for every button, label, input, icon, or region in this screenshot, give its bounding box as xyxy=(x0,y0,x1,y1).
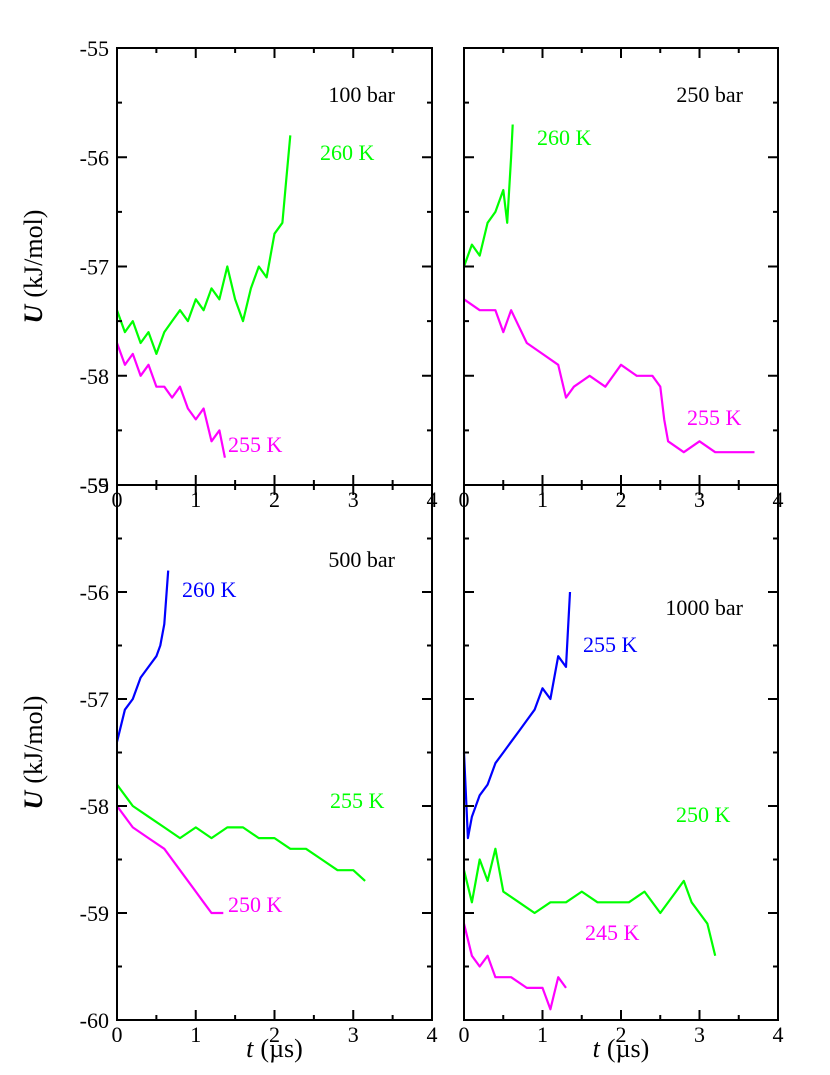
x-tick-label: 2 xyxy=(269,487,280,512)
y-axis-symbol: U xyxy=(19,789,48,809)
series-label: 245 K xyxy=(585,920,640,945)
x-axis-label: t (µs) xyxy=(246,1034,303,1063)
series-line xyxy=(115,342,226,458)
y-tick-label: -59 xyxy=(80,473,109,498)
x-tick-label: 1 xyxy=(190,487,201,512)
y-axis-label: U (kJ/mol) xyxy=(19,210,48,324)
panel-annotation: 500 bar xyxy=(328,547,395,572)
panel-annotation: 250 bar xyxy=(676,82,743,107)
series-line xyxy=(116,783,366,882)
panel-annotation: 1000 bar xyxy=(665,595,743,620)
series-label: 255 K xyxy=(687,405,742,430)
y-tick-label: -57 xyxy=(80,255,109,280)
y-tick-label: -56 xyxy=(80,145,109,170)
series-line xyxy=(116,805,224,915)
series-label: 255 K xyxy=(583,632,638,657)
series-line xyxy=(462,923,567,1011)
y-tick-label: -60 xyxy=(80,1008,109,1033)
y-tick-label: -55 xyxy=(80,473,109,498)
x-tick-label: 4 xyxy=(773,1022,784,1047)
y-axis-unit: (kJ/mol) xyxy=(19,696,48,784)
x-tick-label: 3 xyxy=(348,1022,359,1047)
x-axis-symbol: t xyxy=(593,1034,601,1063)
series-label: 260 K xyxy=(182,577,237,602)
series-label: 260 K xyxy=(320,140,375,165)
panel-annotation: 100 bar xyxy=(328,82,395,107)
series-line xyxy=(462,591,572,840)
x-axis-unit: (µs) xyxy=(607,1034,649,1063)
series-line xyxy=(463,298,755,454)
y-tick-label: -59 xyxy=(80,901,109,926)
y-tick-label: -56 xyxy=(80,580,109,605)
y-tick-label: -58 xyxy=(80,794,109,819)
series-line xyxy=(115,570,170,743)
series-label: 255 K xyxy=(228,432,283,457)
y-axis-label: U (kJ/mol) xyxy=(19,696,48,810)
x-axis-symbol: t xyxy=(246,1034,254,1063)
x-tick-label: 0 xyxy=(112,1022,123,1047)
series-label: 255 K xyxy=(330,788,385,813)
series-line xyxy=(115,135,292,355)
series-label: 250 K xyxy=(676,802,731,827)
series-line xyxy=(462,847,717,957)
x-tick-label: 3 xyxy=(694,1022,705,1047)
y-axis-unit: (kJ/mol) xyxy=(19,210,48,298)
y-axis-symbol: U xyxy=(19,303,48,323)
x-tick-label: 2 xyxy=(269,1022,280,1047)
series-line xyxy=(462,124,514,267)
x-tick-label: 2 xyxy=(616,487,627,512)
x-tick-label: 0 xyxy=(459,1022,470,1047)
x-tick-label: 3 xyxy=(348,487,359,512)
series-label: 250 K xyxy=(228,892,283,917)
x-tick-label: 4 xyxy=(427,1022,438,1047)
y-tick-label: -58 xyxy=(80,364,109,389)
x-axis-label: t (µs) xyxy=(593,1034,650,1063)
x-tick-label: 2 xyxy=(616,1022,627,1047)
x-tick-label: 3 xyxy=(694,487,705,512)
x-tick-label: 1 xyxy=(537,487,548,512)
plot-frame xyxy=(116,47,433,486)
x-axis-unit: (µs) xyxy=(260,1034,302,1063)
y-tick-label: -55 xyxy=(80,36,109,61)
y-tick-label: -57 xyxy=(80,687,109,712)
x-tick-label: 1 xyxy=(537,1022,548,1047)
series-label: 260 K xyxy=(537,125,592,150)
x-tick-label: 1 xyxy=(190,1022,201,1047)
